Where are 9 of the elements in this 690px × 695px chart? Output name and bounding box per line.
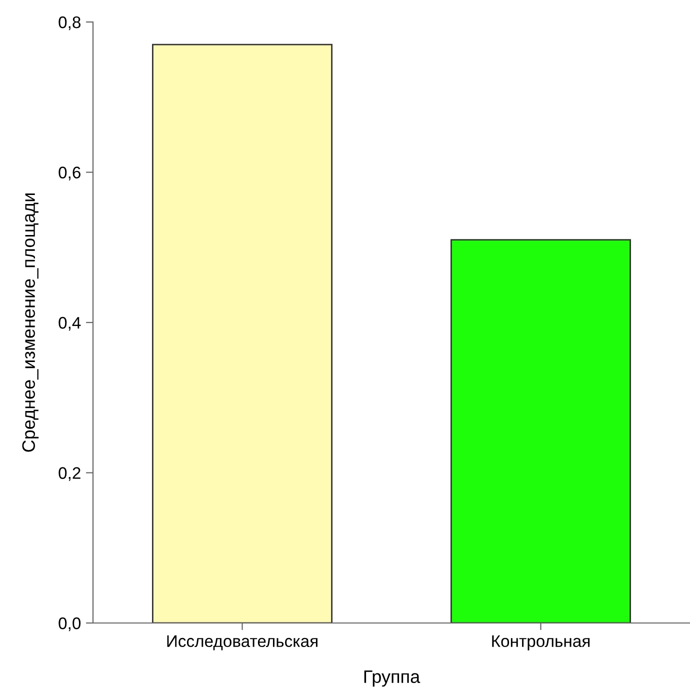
y-tick-label: 0,8 <box>58 16 80 30</box>
y-tick-label: 0,0 <box>58 617 81 632</box>
x-tick-label: Исследовательская <box>167 635 318 650</box>
y-tick-label: 0,4 <box>58 316 81 331</box>
x-tick-label: Контрольная <box>492 635 590 650</box>
y-tick-label: 0,6 <box>58 166 80 180</box>
y-tick-label: 0,2 <box>58 467 80 481</box>
x-axis-title: Группа <box>364 670 420 687</box>
y-axis-title: Среднее_изменение_площади <box>22 194 39 452</box>
